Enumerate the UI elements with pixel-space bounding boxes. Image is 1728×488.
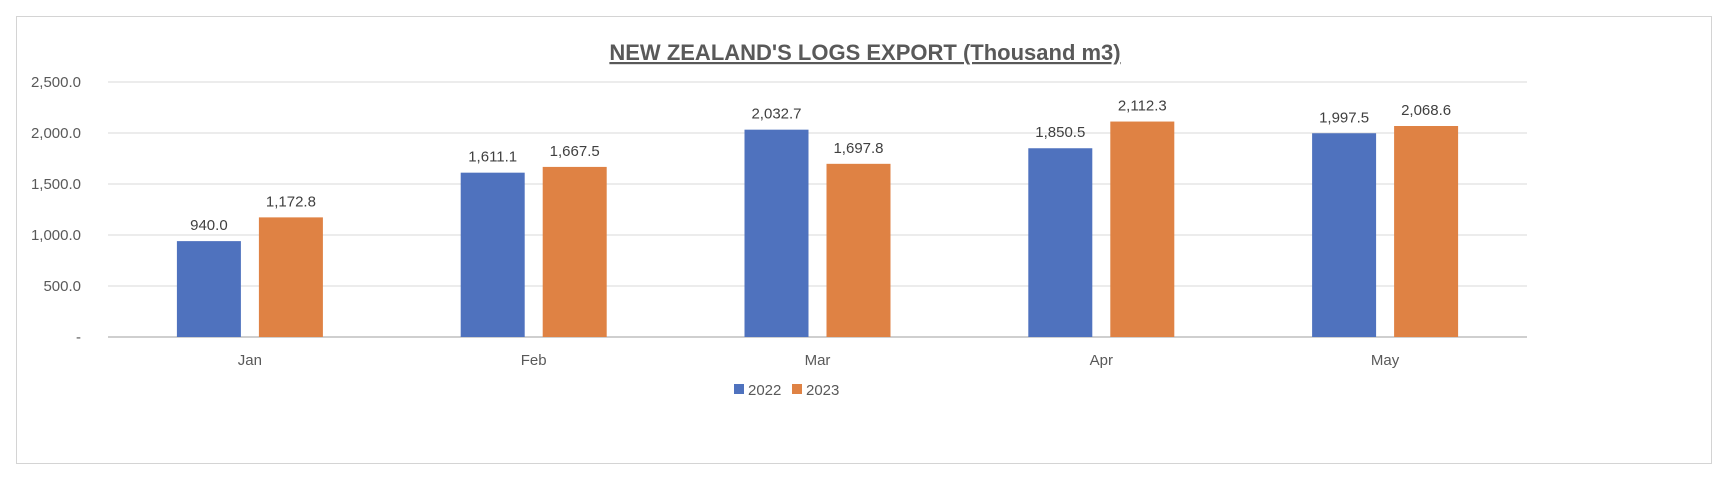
data-label: 1,611.1 xyxy=(468,149,517,166)
data-labels: 940.0 1,172.8 1,611.1 1,667.5 2,032.7 1,697.8… xyxy=(190,98,1451,235)
x-tick-label: Mar xyxy=(805,352,831,369)
bar-2022-may xyxy=(1312,133,1377,337)
legend-item-2023: 2023 xyxy=(792,382,839,399)
bar-2023-may xyxy=(1394,126,1459,337)
bar-2022-jan xyxy=(176,241,241,337)
bar-2022-feb xyxy=(460,172,525,337)
legend-label: 2022 xyxy=(748,382,781,399)
bar-2023-mar xyxy=(826,163,891,337)
bar-2023-jan xyxy=(258,217,323,337)
bar-chart: - 500.0 1,000.0 1,500.0 2,000.0 2,500.0 940.0… xyxy=(31,40,1527,399)
x-tick-label: Feb xyxy=(521,352,547,369)
bar-2023-apr xyxy=(1110,121,1175,337)
legend-label: 2023 xyxy=(806,382,839,399)
data-label: 1,997.5 xyxy=(1319,109,1369,126)
bar-2022-mar xyxy=(744,129,809,337)
chart-area: - 500.0 1,000.0 1,500.0 2,000.0 2,500.0 940.0… xyxy=(16,16,1712,464)
y-axis: - 500.0 1,000.0 1,500.0 2,000.0 2,500.0 xyxy=(31,74,81,346)
gridlines xyxy=(108,81,1527,338)
y-tick-label: - xyxy=(76,329,81,346)
bar-2023-feb xyxy=(542,166,607,337)
data-label: 2,032.7 xyxy=(751,106,801,123)
bar-2022-apr xyxy=(1028,148,1093,337)
chart-title: NEW ZEALAND'S LOGS EXPORT (Thousand m3) xyxy=(609,40,1120,65)
data-label: 1,172.8 xyxy=(266,193,316,210)
y-tick-label: 1,000.0 xyxy=(31,227,81,244)
data-label: 1,697.8 xyxy=(833,140,883,157)
y-tick-label: 2,500.0 xyxy=(31,74,81,91)
data-label: 2,068.6 xyxy=(1401,102,1451,119)
data-label: 1,667.5 xyxy=(550,143,600,160)
y-tick-label: 500.0 xyxy=(43,278,81,295)
x-tick-label: Jan xyxy=(238,352,262,369)
data-label: 940.0 xyxy=(190,217,228,234)
legend: 2022 2023 xyxy=(734,382,839,399)
x-tick-label: Apr xyxy=(1090,352,1113,369)
legend-swatch xyxy=(792,384,802,394)
legend-item-2022: 2022 xyxy=(734,382,781,399)
legend-swatch xyxy=(734,384,744,394)
y-tick-label: 1,500.0 xyxy=(31,176,81,193)
x-axis: Jan Feb Mar Apr May xyxy=(238,352,1400,369)
data-label: 2,112.3 xyxy=(1118,98,1167,115)
bars xyxy=(176,121,1459,337)
x-tick-label: May xyxy=(1371,352,1400,369)
y-tick-label: 2,000.0 xyxy=(31,125,81,142)
data-label: 1,850.5 xyxy=(1035,124,1085,141)
